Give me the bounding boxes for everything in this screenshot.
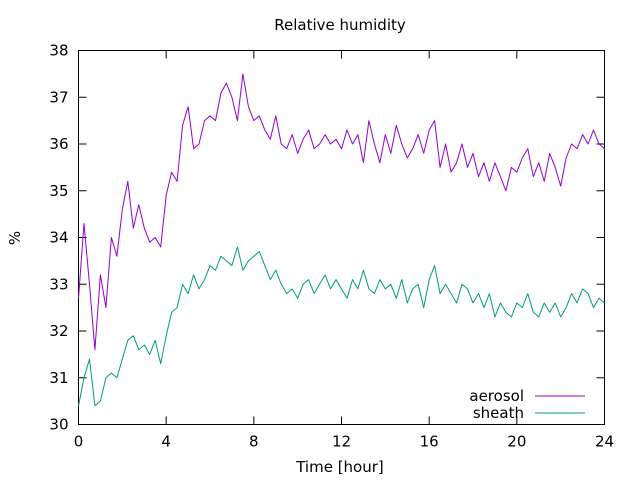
x-tick-label: 8: [249, 433, 259, 451]
x-tick-label: 4: [161, 433, 171, 451]
y-tick-label: 30: [49, 416, 68, 434]
series-line-sheath: [78, 246, 605, 407]
x-tick-label: 16: [420, 433, 439, 451]
y-tick-label: 34: [49, 229, 68, 247]
x-axis: 0 4 8 12 16 20 24: [74, 50, 614, 451]
y-tick-label: 36: [49, 135, 68, 153]
y-tick-label: 37: [49, 88, 68, 106]
legend-label-sheath: sheath: [473, 404, 524, 422]
legend-label-aerosol: aerosol: [469, 387, 524, 405]
plot-border: [78, 50, 605, 425]
plot-frame: [78, 50, 605, 425]
x-tick-label: 0: [74, 433, 84, 451]
y-tick-label: 35: [49, 182, 68, 200]
y-tick-label: 38: [49, 42, 68, 60]
x-axis-label: Time [hour]: [295, 458, 384, 476]
y-axis: 30 31 32 33 34 35 36 37 38: [49, 42, 605, 434]
y-tick-label: 33: [49, 275, 68, 293]
x-tick-label: 24: [595, 433, 614, 451]
series-line-aerosol: [78, 73, 605, 351]
y-tick-label: 31: [49, 369, 68, 387]
x-tick-label: 12: [332, 433, 351, 451]
y-tick-label: 32: [49, 322, 68, 340]
series-layer: [78, 73, 605, 407]
chart-title: Relative humidity: [274, 16, 406, 34]
y-axis-label: %: [6, 231, 24, 245]
x-tick-label: 20: [507, 433, 526, 451]
